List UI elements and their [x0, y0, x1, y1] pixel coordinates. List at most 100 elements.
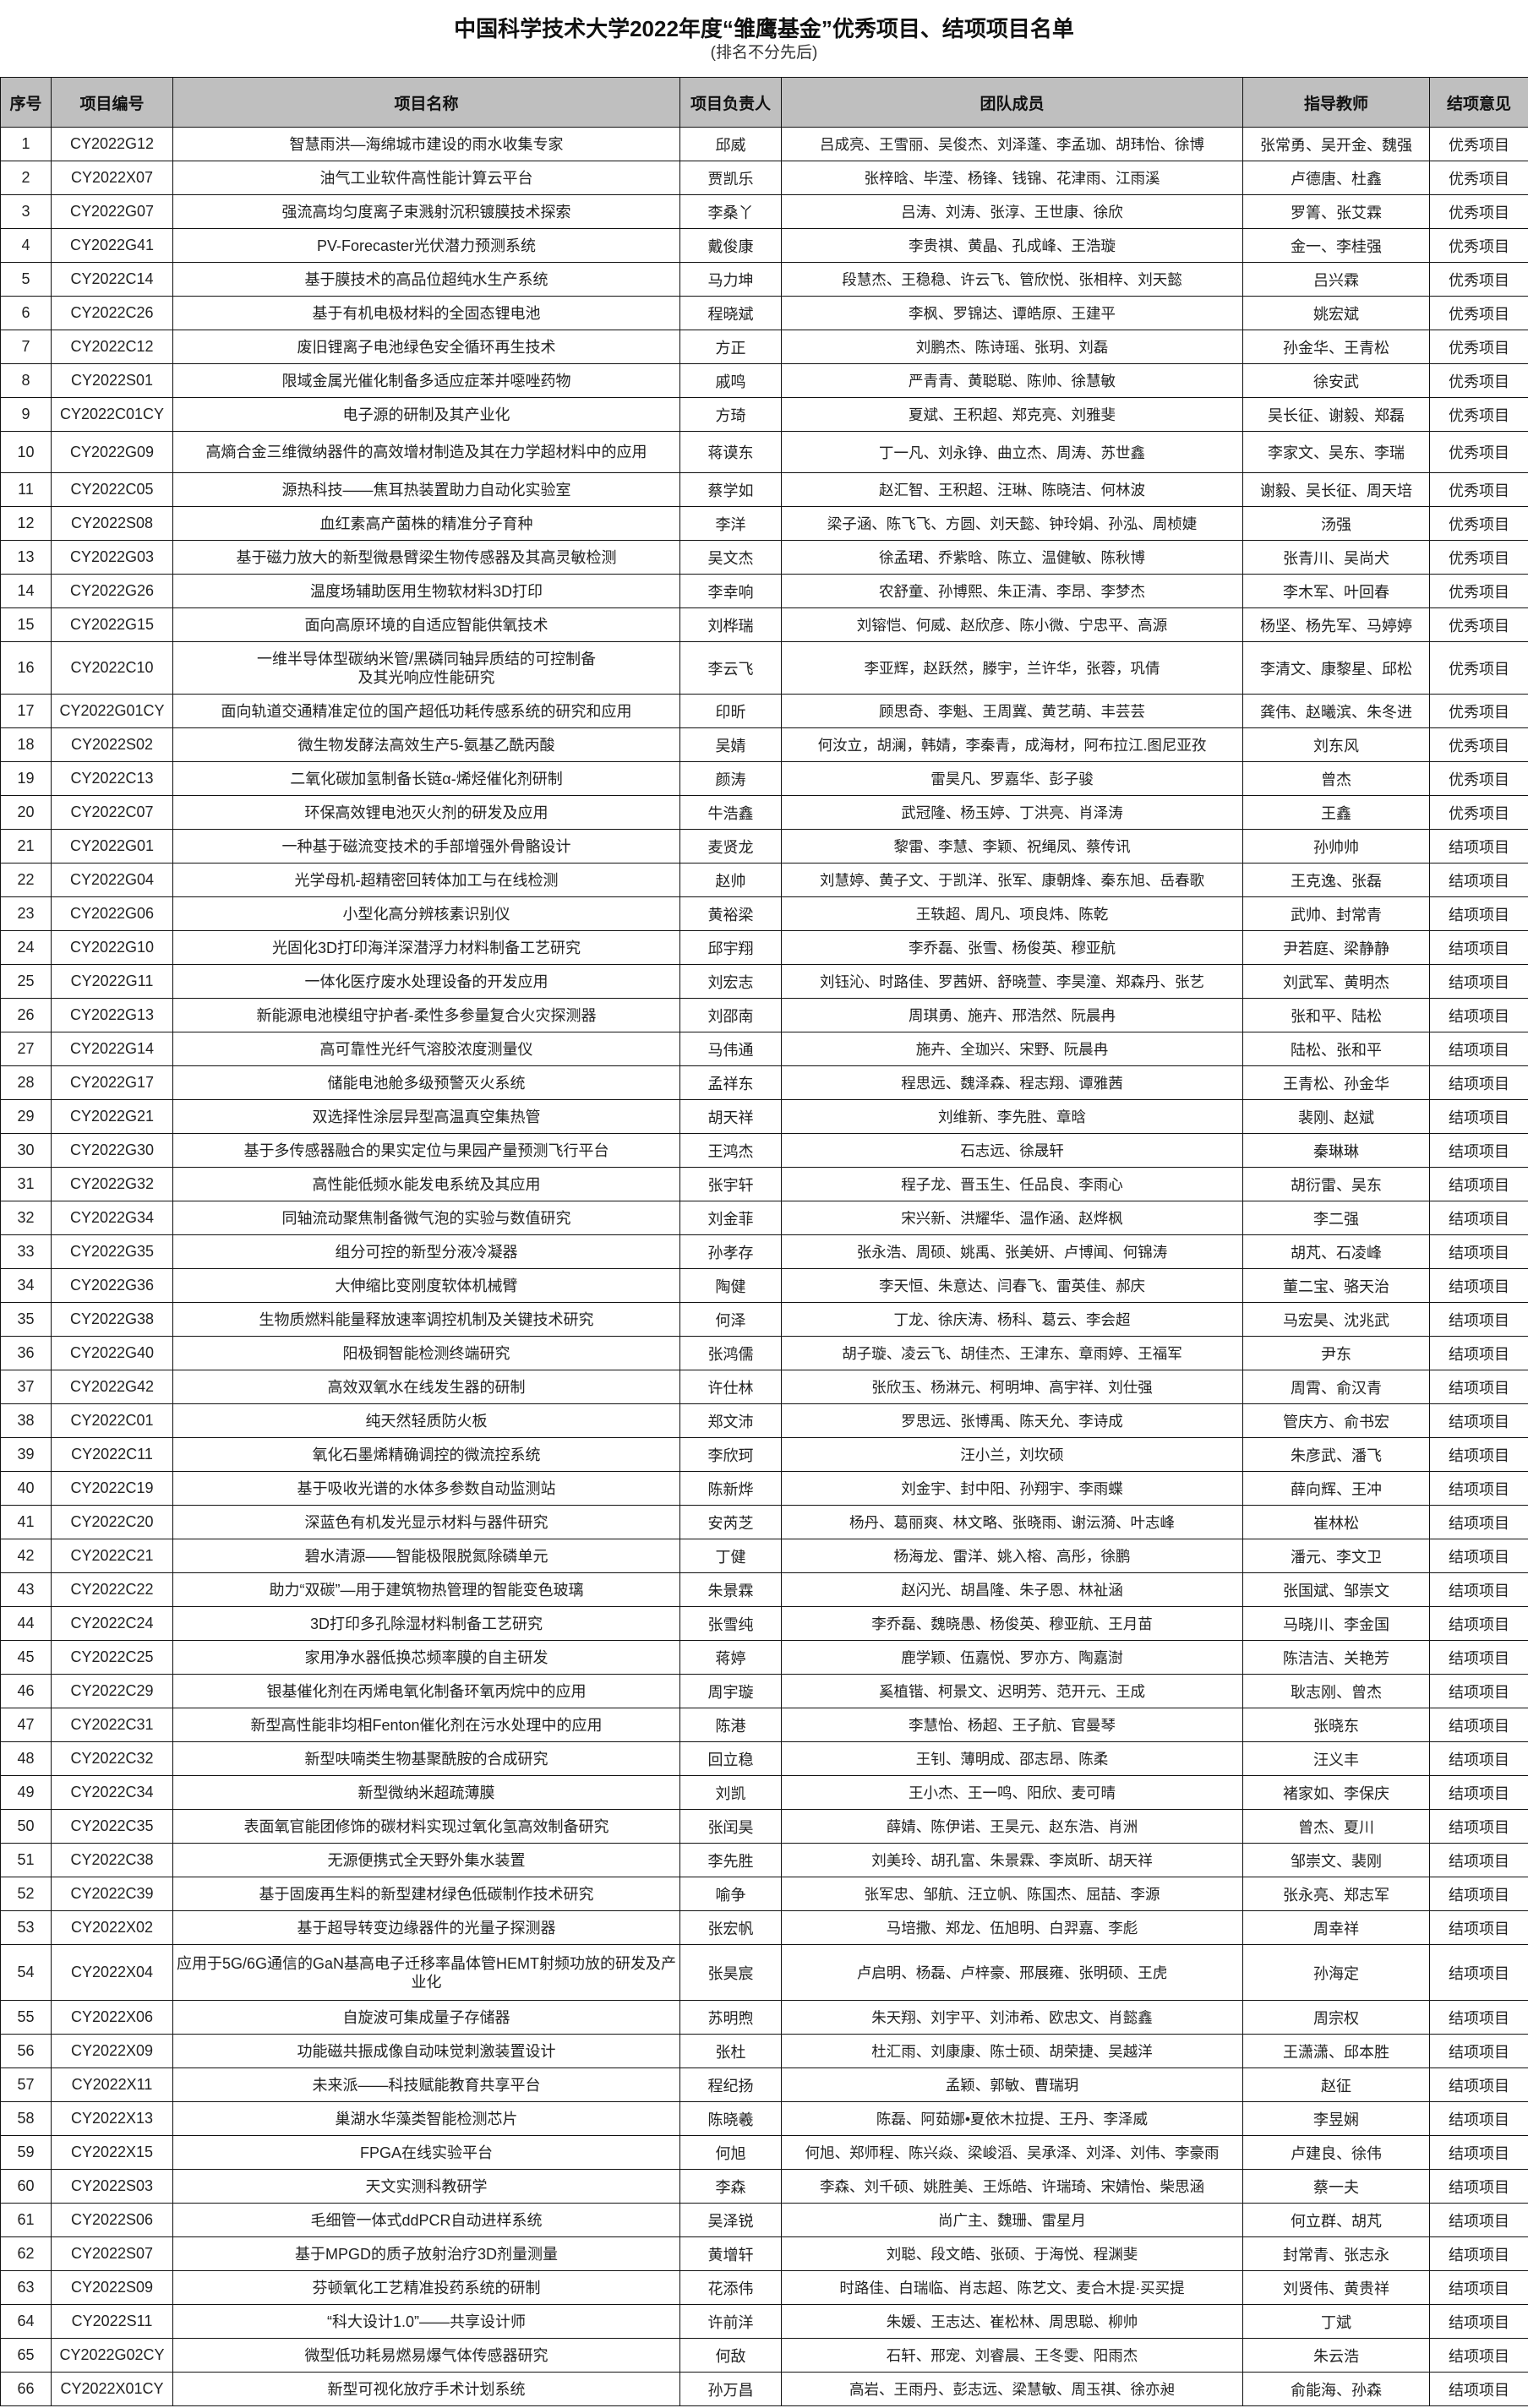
table-row: 44 CY2022C24 3D打印多孔除湿材料制备工艺研究 张雪纯 李乔磊、魏晓愚、杨俊… [0, 1606, 1528, 1641]
table-row: 18 CY2022S02 微生物发酵法高效生产5-氨基乙酰丙酸 吴婧 何汝立，胡澜，韩婧… [0, 727, 1528, 762]
row-index: 28 [0, 1065, 52, 1100]
project-code: CY2022G07 [51, 194, 173, 229]
project-leader: 周宇璇 [679, 1674, 782, 1708]
project-name: 大伸缩比变刚度软体机械臂 [172, 1268, 680, 1303]
project-name: 阳极铜智能检测终端研究 [172, 1336, 680, 1370]
team-members: 孟颖、郭敏、曹瑞玥 [781, 2068, 1243, 2102]
advisor: 卢建良、徐伟 [1242, 2135, 1430, 2170]
project-code: CY2022G32 [51, 1167, 173, 1201]
project-leader: 刘邵南 [679, 998, 782, 1032]
advisor: 赵征 [1242, 2068, 1430, 2102]
project-code: CY2022C35 [51, 1809, 173, 1844]
row-index: 51 [0, 1843, 52, 1877]
project-name: 新能源电池模组守护者-柔性多参量复合火灾探测器 [172, 998, 680, 1032]
project-name: 光固化3D打印海洋深潜浮力材料制备工艺研究 [172, 930, 680, 965]
advisor: 张晓东 [1242, 1708, 1430, 1742]
advisor: 陆松、张和平 [1242, 1032, 1430, 1066]
team-members: 程思远、魏泽森、程志翔、谭雅茜 [781, 1065, 1243, 1100]
row-index: 40 [0, 1471, 52, 1506]
project-leader: 张宇轩 [679, 1167, 782, 1201]
project-name: 高性能低频水能发电系统及其应用 [172, 1167, 680, 1201]
project-code: CY2022S08 [51, 506, 173, 541]
advisor: 刘贤伟、黄贵祥 [1242, 2270, 1430, 2305]
project-name: 电子源的研制及其产业化 [172, 397, 680, 432]
project-leader: 张雪纯 [679, 1606, 782, 1641]
result-status: 结项项目 [1429, 1910, 1528, 1945]
row-index: 33 [0, 1234, 52, 1269]
team-members: 赵汇智、王积超、汪琳、陈晓洁、何林波 [781, 472, 1243, 507]
project-code: CY2022C12 [51, 330, 173, 364]
result-status: 优秀项目 [1429, 262, 1528, 297]
table-row: 42 CY2022C21 碧水清源——智能极限脱氮除磷单元 丁健 杨海龙、雷洋、姚入榕、… [0, 1539, 1528, 1573]
team-members: 段慧杰、王稳稳、许云飞、管欣悦、张相梓、刘天懿 [781, 262, 1243, 297]
team-members: 李亚辉，赵跃然，滕宇，兰许华，张蓉，巩倩 [781, 641, 1243, 695]
project-code: CY2022S06 [51, 2203, 173, 2237]
team-members: 李慧怡、杨超、王子航、官曼琴 [781, 1708, 1243, 1742]
result-status: 结项项目 [1429, 1606, 1528, 1641]
project-leader: 吴婧 [679, 727, 782, 762]
project-code: CY2022G36 [51, 1268, 173, 1303]
project-name: 应用于5G/6G通信的GaN基高电子迁移率晶体管HEMT射频功放的研发及产业化 [172, 1944, 680, 2001]
row-index: 47 [0, 1708, 52, 1742]
project-leader: 回立稳 [679, 1741, 782, 1776]
project-code: CY2022C38 [51, 1843, 173, 1877]
advisor: 何立群、胡芃 [1242, 2203, 1430, 2237]
advisor: 王潇潇、邱本胜 [1242, 2034, 1430, 2068]
advisor: 尹若庭、梁静静 [1242, 930, 1430, 965]
result-status: 结项项目 [1429, 1234, 1528, 1269]
row-index: 35 [0, 1302, 52, 1337]
row-index: 60 [0, 2169, 52, 2204]
project-name: 血红素高产菌株的精准分子育种 [172, 506, 680, 541]
result-status: 优秀项目 [1429, 472, 1528, 507]
row-index: 61 [0, 2203, 52, 2237]
project-code: CY2022C14 [51, 262, 173, 297]
row-index: 58 [0, 2101, 52, 2136]
table-row: 12 CY2022S08 血红素高产菌株的精准分子育种 李洋 梁子涵、陈飞飞、方圆、刘天… [0, 506, 1528, 541]
project-code: CY2022X09 [51, 2034, 173, 2068]
project-leader: 牛浩鑫 [679, 795, 782, 830]
row-index: 43 [0, 1572, 52, 1607]
row-index: 8 [0, 363, 52, 398]
header-leader: 项目负责人 [679, 77, 782, 128]
header-code: 项目编号 [51, 77, 173, 128]
table-row: 50 CY2022C35 表面氧官能团修饰的碳材料实现过氧化氢高效制备研究 张闰昊 薛婧… [0, 1809, 1528, 1844]
result-status: 优秀项目 [1429, 761, 1528, 796]
result-status: 优秀项目 [1429, 431, 1528, 473]
result-status: 结项项目 [1429, 2304, 1528, 2339]
project-code: CY2022G10 [51, 930, 173, 965]
team-members: 刘钰沁、时路佳、罗茜妍、舒晓萱、李昊潼、郑森丹、张艺 [781, 964, 1243, 999]
project-leader: 赵帅 [679, 863, 782, 897]
project-name: 组分可控的新型分液冷凝器 [172, 1234, 680, 1269]
project-leader: 张闰昊 [679, 1809, 782, 1844]
table-row: 31 CY2022G32 高性能低频水能发电系统及其应用 张宇轩 程子龙、晋玉生、任品良… [0, 1167, 1528, 1201]
table-row: 63 CY2022S09 芬顿氧化工艺精准投药系统的研制 花添伟 时路佳、白瑞临、肖志超… [0, 2270, 1528, 2305]
project-code: CY2022G04 [51, 863, 173, 897]
project-code: CY2022G01 [51, 829, 173, 864]
project-leader: 胡天祥 [679, 1099, 782, 1134]
project-leader: 陶健 [679, 1268, 782, 1303]
row-index: 1 [0, 127, 52, 161]
advisor: 陈洁洁、关艳芳 [1242, 1640, 1430, 1675]
project-code: CY2022C01CY [51, 397, 173, 432]
table-row: 14 CY2022G26 温度场辅助医用生物软材料3D打印 李幸响 农舒童、孙博熙、朱正… [0, 574, 1528, 608]
project-leader: 邱威 [679, 127, 782, 161]
result-status: 结项项目 [1429, 1032, 1528, 1066]
result-status: 结项项目 [1429, 964, 1528, 999]
project-leader: 刘凯 [679, 1775, 782, 1810]
row-index: 34 [0, 1268, 52, 1303]
project-code: CY2022G01CY [51, 694, 173, 728]
table-row: 11 CY2022C05 源热科技——焦耳热装置助力自动化实验室 蔡学如 赵汇智、王积超… [0, 472, 1528, 507]
advisor: 胡衍雷、吴东 [1242, 1167, 1430, 1201]
row-index: 27 [0, 1032, 52, 1066]
team-members: 施卉、全珈兴、宋野、阮晨冉 [781, 1032, 1243, 1066]
team-members: 张欣玉、杨淋元、柯明坤、高宇祥、刘仕强 [781, 1370, 1243, 1404]
project-name: 表面氧官能团修饰的碳材料实现过氧化氢高效制备研究 [172, 1809, 680, 1844]
project-code: CY2022C10 [51, 641, 173, 695]
result-status: 结项项目 [1429, 1539, 1528, 1573]
project-name: 微生物发酵法高效生产5-氨基乙酰丙酸 [172, 727, 680, 762]
table-row: 48 CY2022C32 新型呋喃类生物基聚酰胺的合成研究 回立稳 王钊、薄明成、邵志昂… [0, 1741, 1528, 1776]
advisor: 张青川、吴尚犬 [1242, 540, 1430, 575]
team-members: 杨丹、葛丽爽、林文略、张晓雨、谢沄漪、叶志峰 [781, 1505, 1243, 1539]
team-members: 罗思远、张博禹、陈天允、李诗成 [781, 1403, 1243, 1438]
table-row: 35 CY2022G38 生物质燃料能量释放速率调控机制及关键技术研究 何泽 丁龙、徐庆… [0, 1302, 1528, 1337]
